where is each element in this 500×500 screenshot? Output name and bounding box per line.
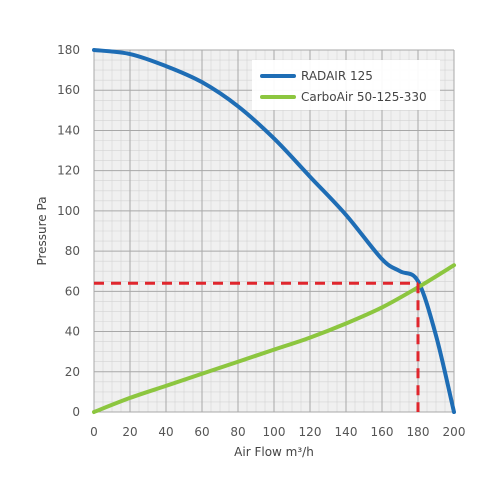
x-axis-title: Air Flow m³/h [234, 445, 314, 459]
legend-label-radair-125: RADAIR 125 [301, 69, 373, 83]
x-tick-label: 60 [194, 425, 209, 439]
tick-labels: 0 20 40 60 80 100 120 140 160 180 200 0 20 40 60 80 100 1… [57, 43, 465, 439]
y-tick-label: 100 [57, 204, 80, 218]
legend-box [252, 60, 440, 110]
minor-grid [94, 50, 454, 412]
y-tick-label: 160 [57, 83, 80, 97]
x-tick-label: 180 [407, 425, 430, 439]
major-grid [93, 49, 455, 413]
x-tick-label: 0 [90, 425, 98, 439]
x-tick-label: 120 [299, 425, 322, 439]
x-tick-label: 80 [230, 425, 245, 439]
y-tick-label: 120 [57, 164, 80, 178]
y-tick-label: 20 [65, 365, 80, 379]
x-tick-label: 100 [263, 425, 286, 439]
y-tick-label: 60 [65, 284, 80, 298]
y-tick-label: 0 [72, 405, 80, 419]
annotation-layer [94, 281, 420, 412]
series-line-carboair [92, 263, 456, 414]
y-axis-title: Pressure Pa [35, 196, 49, 265]
y-tick-label: 140 [57, 123, 80, 137]
x-tick-label: 140 [335, 425, 358, 439]
y-tick-label: 40 [65, 325, 80, 339]
x-tick-label: 200 [443, 425, 466, 439]
series-line-radair-125 [92, 48, 456, 414]
y-tick-label: 180 [57, 43, 80, 57]
legend: RADAIR 125 CarboAir 50-125-330 [252, 60, 440, 110]
series-layer [92, 48, 456, 414]
legend-label-carboair: CarboAir 50-125-330 [301, 90, 427, 104]
x-tick-label: 160 [371, 425, 394, 439]
x-tick-label: 40 [158, 425, 173, 439]
y-tick-label: 80 [65, 244, 80, 258]
x-tick-label: 20 [122, 425, 137, 439]
